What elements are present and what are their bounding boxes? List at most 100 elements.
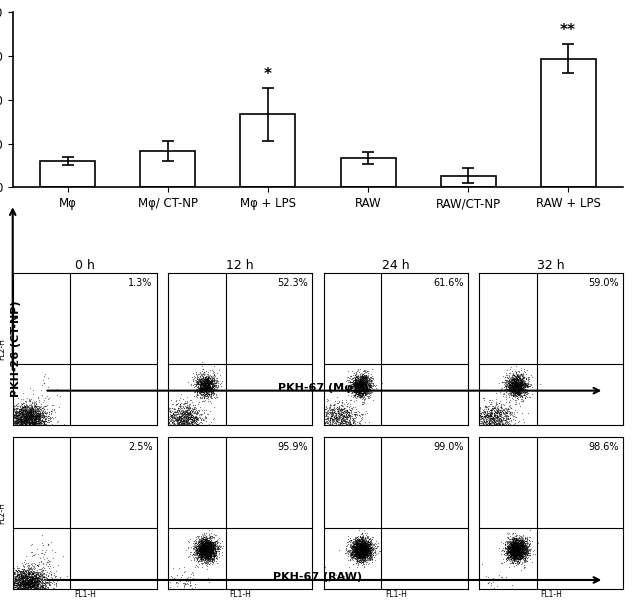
Point — [367, 383, 377, 392]
Point — [368, 551, 378, 560]
Point — [30, 411, 40, 421]
Point — [176, 409, 186, 418]
Point — [11, 400, 22, 410]
Point — [36, 588, 46, 597]
Point — [323, 421, 333, 431]
Point — [23, 576, 33, 586]
Point — [509, 392, 519, 401]
Point — [17, 407, 27, 417]
Point — [184, 404, 194, 414]
Point — [505, 377, 515, 386]
Point — [513, 386, 523, 396]
Point — [363, 542, 373, 551]
Point — [329, 415, 339, 425]
Point — [354, 377, 364, 387]
Point — [205, 537, 216, 547]
Point — [518, 390, 529, 400]
Point — [23, 413, 33, 423]
Point — [357, 389, 367, 399]
Point — [525, 532, 535, 542]
Point — [24, 574, 34, 584]
Point — [489, 415, 499, 425]
Point — [363, 545, 373, 555]
Point — [209, 370, 219, 379]
Point — [468, 413, 478, 423]
Point — [33, 409, 43, 418]
Point — [354, 542, 364, 552]
Point — [190, 429, 200, 439]
Point — [14, 419, 24, 429]
Point — [515, 378, 525, 388]
Point — [511, 537, 522, 547]
Point — [198, 388, 209, 397]
Point — [207, 531, 217, 541]
Point — [354, 540, 364, 549]
Point — [36, 578, 46, 588]
Point — [24, 581, 34, 591]
Point — [510, 554, 520, 563]
Point — [195, 384, 205, 394]
Point — [487, 414, 497, 424]
Point — [360, 542, 370, 552]
Point — [516, 545, 526, 554]
Point — [512, 386, 522, 395]
Point — [354, 542, 364, 552]
Point — [357, 543, 367, 553]
Point — [32, 588, 43, 598]
Point — [172, 418, 182, 427]
Point — [352, 377, 362, 387]
Point — [18, 572, 28, 582]
Point — [345, 418, 356, 427]
Point — [514, 381, 524, 391]
Point — [210, 380, 220, 390]
Point — [351, 542, 361, 551]
Point — [505, 557, 515, 566]
Point — [190, 542, 200, 552]
Point — [204, 550, 214, 560]
Point — [511, 384, 522, 394]
Point — [350, 407, 360, 416]
Point — [518, 382, 528, 391]
Point — [337, 401, 347, 410]
Point — [340, 406, 350, 416]
Point — [197, 387, 207, 397]
Point — [351, 385, 361, 395]
Point — [514, 554, 524, 564]
Point — [347, 386, 357, 396]
Point — [22, 587, 32, 597]
Point — [363, 537, 373, 546]
Point — [514, 554, 524, 563]
Point — [198, 377, 209, 386]
Point — [516, 546, 526, 556]
Point — [514, 387, 524, 397]
Point — [21, 578, 31, 588]
Point — [364, 545, 374, 554]
Point — [357, 552, 368, 562]
Point — [205, 548, 216, 557]
Point — [6, 565, 17, 575]
Point — [8, 579, 18, 588]
Point — [200, 412, 210, 422]
Point — [193, 385, 204, 394]
Point — [38, 588, 48, 597]
Point — [195, 385, 205, 394]
Point — [511, 543, 521, 552]
Point — [197, 386, 207, 395]
Point — [487, 417, 497, 427]
Point — [506, 384, 516, 394]
Point — [354, 375, 364, 385]
Point — [502, 546, 513, 556]
Point — [186, 412, 197, 421]
Point — [359, 545, 369, 554]
Point — [510, 389, 520, 399]
Point — [195, 384, 205, 394]
Point — [498, 409, 508, 418]
Point — [190, 546, 200, 556]
Point — [203, 374, 213, 383]
Point — [362, 555, 372, 565]
Point — [33, 392, 43, 401]
Point — [507, 549, 517, 559]
Point — [355, 545, 365, 554]
Point — [203, 538, 213, 548]
Point — [340, 411, 350, 421]
